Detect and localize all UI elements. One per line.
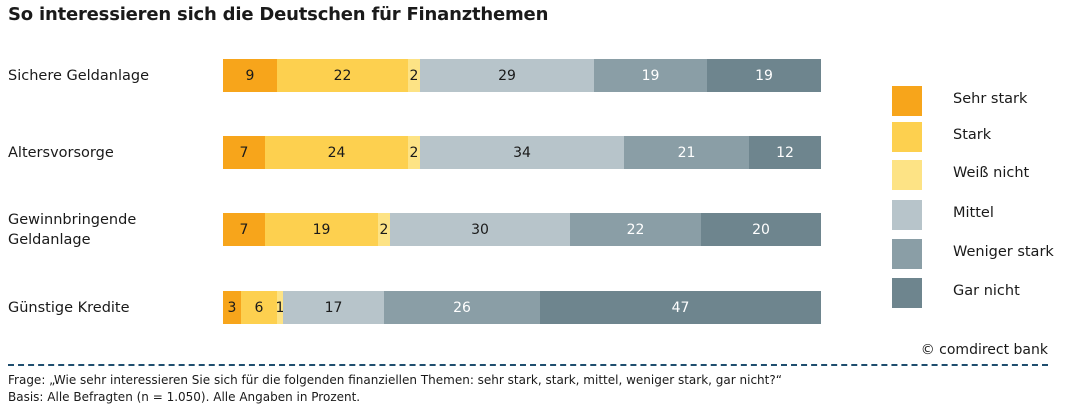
category-label-line: Günstige Kredite — [8, 300, 130, 316]
legend-label: Stark — [953, 127, 992, 143]
bar-segment: 17 — [283, 291, 384, 324]
bar-segment: 47 — [540, 291, 821, 324]
stacked-bar: 3 6 1 17 26 47 — [223, 291, 821, 324]
bar-segment: 3 — [223, 291, 241, 324]
footer-divider — [8, 364, 1048, 366]
bar-segment: 20 — [701, 213, 821, 246]
legend-swatch — [892, 200, 922, 230]
bar-segment: 30 — [390, 213, 570, 246]
bar-segment: 7 — [223, 136, 265, 169]
category-label: Sichere Geldanlage — [8, 66, 149, 86]
bar-segment: 2 — [378, 213, 390, 246]
legend-item: Gar nicht — [892, 278, 1062, 308]
bar-segment: 19 — [594, 59, 707, 92]
category-label: Gewinnbringende Geldanlage — [8, 210, 136, 250]
category-label: Günstige Kredite — [8, 298, 130, 318]
category-label-line: Geldanlage — [8, 232, 91, 248]
legend-label: Mittel — [953, 205, 994, 221]
legend-swatch — [892, 278, 922, 308]
bar-segment: 24 — [265, 136, 408, 169]
bar-segment: 34 — [420, 136, 624, 169]
legend-item: Weiß nicht — [892, 160, 1062, 190]
legend-label: Weniger stark — [953, 244, 1054, 260]
category-label-line: Altersvorsorge — [8, 145, 114, 161]
legend-item: Sehr stark — [892, 86, 1062, 116]
footnote-question: Frage: „Wie sehr interessieren Sie sich … — [8, 373, 782, 387]
category-label: Altersvorsorge — [8, 143, 114, 163]
legend-item: Weniger stark — [892, 239, 1062, 269]
footnote-basis: Basis: Alle Befragten (n = 1.050). Alle … — [8, 390, 361, 404]
bar-segment: 19 — [707, 59, 821, 92]
stacked-bar: 7 24 2 34 21 12 — [223, 136, 821, 169]
copyright-notice: © comdirect bank — [920, 342, 1048, 358]
legend-swatch — [892, 239, 922, 269]
legend-label: Gar nicht — [953, 283, 1020, 299]
bar-segment: 1 — [276, 291, 284, 324]
bar-segment: 7 — [223, 213, 265, 246]
bar-segment: 2 — [408, 59, 420, 92]
category-label-line: Gewinnbringende — [8, 212, 137, 228]
bar-segment: 9 — [223, 59, 277, 92]
legend-swatch — [892, 122, 922, 152]
stacked-bar: 7 19 2 30 22 20 — [223, 213, 821, 246]
legend-swatch — [892, 86, 922, 116]
legend-swatch — [892, 160, 922, 190]
chart-title: So interessieren sich die Deutschen für … — [8, 4, 549, 25]
bar-segment: 2 — [408, 136, 420, 169]
legend-label: Weiß nicht — [953, 165, 1030, 181]
legend-item: Stark — [892, 122, 1062, 152]
bar-segment: 19 — [265, 213, 378, 246]
stacked-bar: 9 22 2 29 19 19 — [223, 59, 821, 92]
bar-segment: 6 — [241, 291, 277, 324]
bar-segment: 26 — [384, 291, 540, 324]
bar-segment: 22 — [277, 59, 408, 92]
bar-segment: 12 — [749, 136, 821, 169]
bar-segment: 21 — [624, 136, 749, 169]
legend-item: Mittel — [892, 200, 1062, 230]
bar-segment: 29 — [420, 59, 594, 92]
category-label-line: Sichere Geldanlage — [8, 68, 149, 84]
bar-segment: 22 — [570, 213, 701, 246]
legend-label: Sehr stark — [953, 91, 1028, 107]
